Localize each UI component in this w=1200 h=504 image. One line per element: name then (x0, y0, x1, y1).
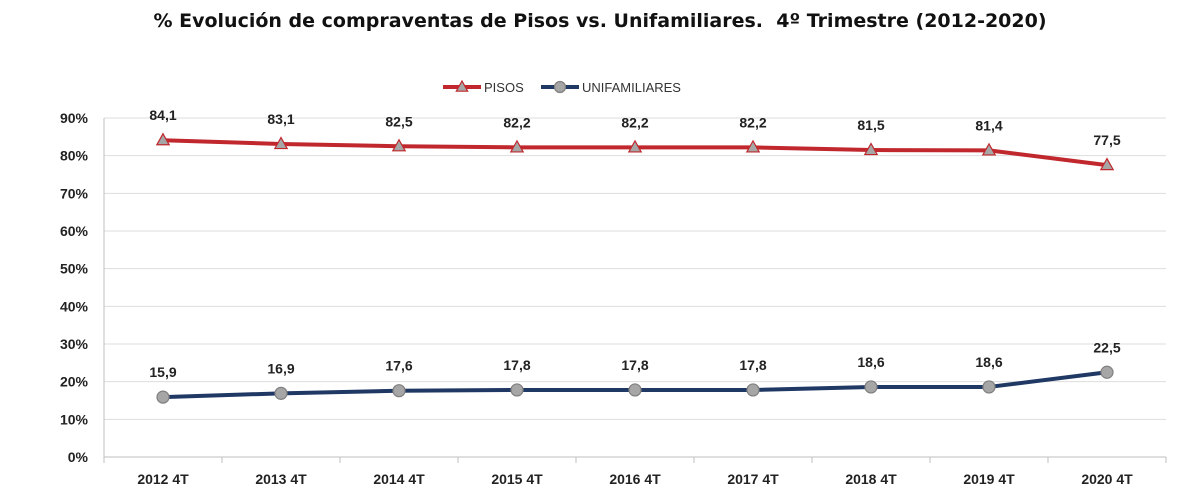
data-label: 18,6 (975, 354, 1002, 370)
legend-marker (553, 80, 567, 94)
data-label: 22,5 (1093, 339, 1120, 355)
data-point (510, 383, 524, 397)
chart-title: % Evolución de compraventas de Pisos vs.… (153, 10, 1047, 32)
data-point (1099, 157, 1115, 171)
x-tick-label: 2017 4T (727, 471, 779, 487)
x-tick-label: 2014 4T (373, 471, 425, 487)
legend-label: UNIFAMILIARES (582, 80, 681, 95)
series-layer (155, 132, 1115, 404)
data-label: 82,2 (739, 114, 766, 130)
y-tick-label: 70% (60, 185, 89, 201)
data-label: 16,9 (267, 360, 294, 376)
x-tick-label: 2019 4T (963, 471, 1015, 487)
data-label: 15,9 (149, 364, 176, 380)
data-point (509, 139, 525, 153)
data-point (746, 383, 760, 397)
legend-marker (455, 79, 469, 92)
data-label: 84,1 (149, 107, 176, 123)
data-label: 17,6 (385, 358, 412, 374)
data-point (628, 383, 642, 397)
data-point (981, 142, 997, 156)
data-label: 82,2 (621, 114, 648, 130)
data-point (273, 136, 289, 150)
x-tick-label: 2015 4T (491, 471, 543, 487)
data-label: 81,5 (857, 117, 884, 133)
data-label: 82,5 (385, 113, 412, 129)
data-label: 17,8 (503, 357, 530, 373)
gridlines (104, 117, 1166, 420)
x-tick-label: 2012 4T (137, 471, 189, 487)
y-tick-label: 60% (60, 223, 89, 239)
y-tick-label: 80% (60, 148, 89, 164)
data-point (864, 380, 878, 394)
data-point (745, 139, 761, 153)
data-point (982, 380, 996, 394)
data-point (274, 386, 288, 400)
y-tick-label: 10% (60, 411, 89, 427)
data-point (863, 142, 879, 156)
data-labels: 84,1 83,1 82,5 82,2 82,2 82,2 81,5 81,4 77,5 15,9… (149, 107, 1120, 380)
data-label: 82,2 (503, 114, 530, 130)
data-point (627, 139, 643, 153)
x-tick-label: 2018 4T (845, 471, 897, 487)
legend-label: PISOS (484, 80, 524, 95)
data-label: 18,6 (857, 354, 884, 370)
x-tick-label: 2013 4T (255, 471, 307, 487)
data-label: 17,8 (739, 357, 766, 373)
x-tick-label: 2020 4T (1081, 471, 1133, 487)
data-point (1100, 365, 1114, 379)
data-point (156, 390, 170, 404)
data-label: 77,5 (1093, 132, 1120, 148)
y-tick-label: 0% (68, 449, 89, 465)
data-label: 17,8 (621, 357, 648, 373)
data-point (391, 138, 407, 152)
axes: 0% 10% 20% 30% 40% 50% 60% 70% 80% 90% 2012 4T 2013… (60, 110, 1167, 487)
y-tick-label: 90% (60, 110, 89, 126)
y-tick-label: 50% (60, 261, 89, 277)
data-label: 83,1 (267, 111, 294, 127)
legend: PISOS UNIFAMILIARES (443, 79, 681, 95)
data-point (155, 132, 171, 146)
y-tick-label: 30% (60, 336, 89, 352)
x-tick-label: 2016 4T (609, 471, 661, 487)
data-point (392, 384, 406, 398)
data-label: 81,4 (975, 117, 1002, 133)
y-tick-label: 20% (60, 374, 89, 390)
y-tick-label: 40% (60, 298, 89, 314)
